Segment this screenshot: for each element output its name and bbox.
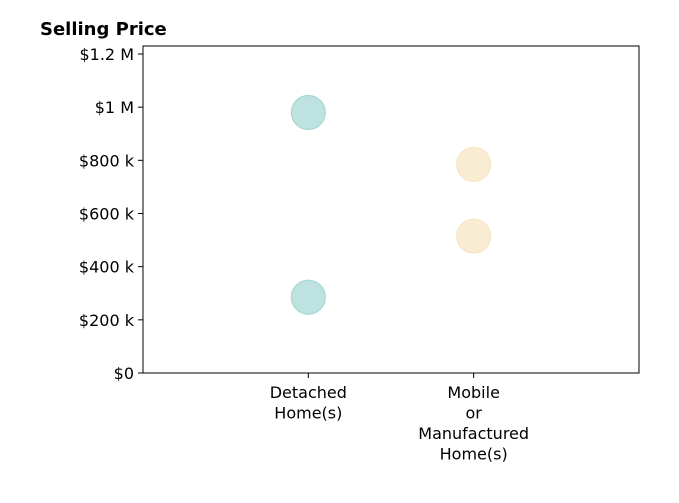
x-axis: Detached Home(s) Mobile or Manufactured Home(…	[270, 373, 529, 464]
data-points	[290, 94, 492, 315]
data-point	[290, 279, 326, 315]
y-tick-label: $600 k	[79, 204, 135, 223]
x-tick-label: Mobile or Manufactured Home(s)	[418, 383, 529, 464]
y-tick-label: $200 k	[79, 311, 135, 330]
y-tick-label: $0	[114, 364, 134, 383]
y-tick-label: $800 k	[79, 151, 135, 170]
y-tick-label: $1.2 M	[79, 45, 134, 64]
data-point	[456, 218, 492, 254]
data-point	[456, 146, 492, 182]
y-tick-label: $1 M	[95, 98, 134, 117]
chart-title: Selling Price	[40, 19, 167, 40]
data-point	[290, 94, 326, 131]
plot-frame	[142, 45, 640, 374]
y-axis: $0 $200 k $400 k $600 k $800 k $1 M $1.2 M	[79, 45, 143, 383]
plot-area	[142, 45, 640, 374]
x-tick-label: Detached Home(s)	[270, 383, 347, 423]
y-tick-label: $400 k	[79, 258, 135, 277]
